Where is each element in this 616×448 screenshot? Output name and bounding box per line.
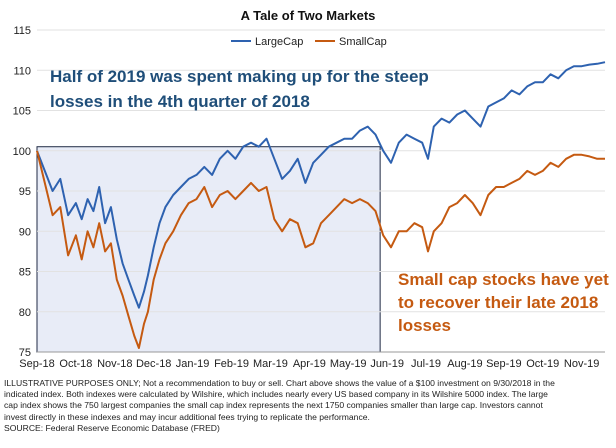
footnote-line: indicated index. Both indexes were calcu… [4,389,548,400]
annotation-smallcap-line2: to recover their late 2018 [398,293,598,312]
x-tick-label: Nov-19 [564,358,599,370]
x-tick-label: Dec-18 [136,358,171,370]
series-line-smallcap [36,150,605,349]
x-tick-label: Oct-19 [526,358,559,370]
x-tick-label: May-19 [330,358,367,370]
series-lines [36,61,606,349]
footnote-line: cap index shows the 750 largest companie… [4,400,543,411]
highlight-region [36,146,381,353]
annotation-largecap-line2: losses in the 4th quarter of 2018 [50,92,310,111]
footnote: ILLUSTRATIVE PURPOSES ONLY; Not a recomm… [4,378,610,434]
footnote-source: SOURCE: Federal Reserve Economic Databas… [4,422,220,433]
y-tick-label: 80 [19,307,31,319]
x-tick-label: Jun-19 [370,358,404,370]
x-axis-ticks: Sep-18 Oct-18 Nov-18 Dec-18 Jan-19 Feb-19 Mar-… [19,358,599,370]
series-line-largecap [36,61,606,309]
chart-title: A Tale of Two Markets [241,8,376,23]
y-tick-label: 85 [19,267,31,279]
x-tick-label: Feb-19 [214,358,249,370]
annotation-smallcap-line1: Small cap stocks have yet [398,270,609,289]
x-tick-label: Oct-18 [59,358,92,370]
gridlines [37,29,605,353]
y-tick-label: 75 [19,347,31,359]
legend-label: SmallCap [339,36,387,48]
y-tick-label: 95 [19,186,31,198]
x-tick-label: Mar-19 [253,358,288,370]
y-tick-label: 115 [13,25,31,37]
x-tick-label: Jul-19 [411,358,441,370]
y-tick-label: 100 [13,146,31,158]
annotation-smallcap-line3: losses [398,316,451,335]
y-axis-ticks: 75 80 85 90 95 100 105 110 115 [13,25,31,359]
y-tick-label: 90 [19,226,31,238]
legend: LargeCap SmallCap [231,36,387,48]
y-tick-label: 110 [13,65,31,77]
x-tick-label: Jan-19 [176,358,210,370]
y-tick-label: 105 [13,106,31,118]
x-tick-label: Aug-19 [447,358,482,370]
x-tick-label: Nov-18 [97,358,132,370]
annotation-largecap-line1: Half of 2019 was spent making up for the… [50,67,429,86]
x-tick-label: Apr-19 [293,358,326,370]
legend-label: LargeCap [255,36,303,48]
footnote-line: invest directly in these indexes and may… [4,411,370,422]
footnote-line: ILLUSTRATIVE PURPOSES ONLY; Not a recomm… [4,378,555,388]
x-tick-label: Sep-19 [486,358,521,370]
x-tick-label: Sep-18 [19,358,54,370]
